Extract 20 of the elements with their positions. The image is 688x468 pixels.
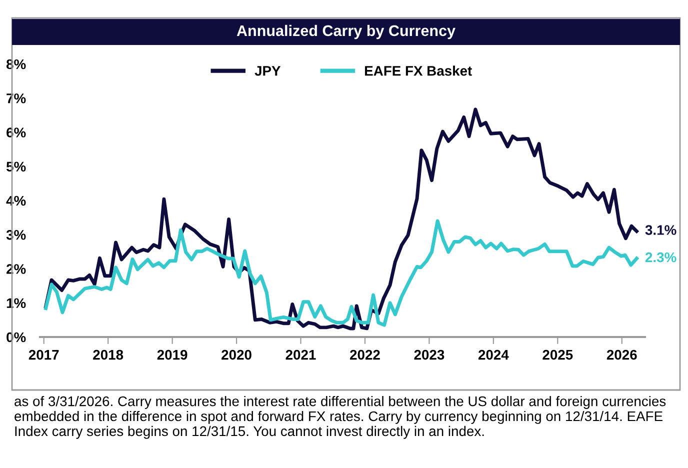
annotation: 2.3% [645,252,676,262]
y-tick-label: 1% [6,298,26,308]
x-tick-label: 2022 [350,350,380,360]
x-tick-label: 2021 [286,350,316,360]
x-tick-label: 2024 [478,350,509,360]
y-tick-label: 7% [6,93,26,104]
legend-label: EAFE FX Basket [365,66,472,76]
annotation: 3.1% [645,225,676,235]
x-tick-label: 2025 [542,350,573,360]
line-series [44,108,638,330]
x-tick-label: 2019 [157,350,188,360]
x-tick-label: 2017 [28,350,59,360]
x-tick-label: 2020 [222,350,252,360]
legend-label: JPY [254,66,281,76]
x-tick-label: 2018 [93,350,124,360]
line-series [44,219,638,327]
chart-title: Annualized Carry by Currency [236,24,456,40]
x-tick-label: 2023 [414,350,444,360]
x-tick-label: 2026 [606,350,637,360]
text: as of 3/31/2026. Carry measures the interest rate differential between the US dollar and foreign currencies embedded in the difference in spot and forward FX rates. Carry by currency beginning on 12/31/14. EAFE Index carry series begins on 12/31/15. You cannot invest directly in an index. [14,396,666,439]
